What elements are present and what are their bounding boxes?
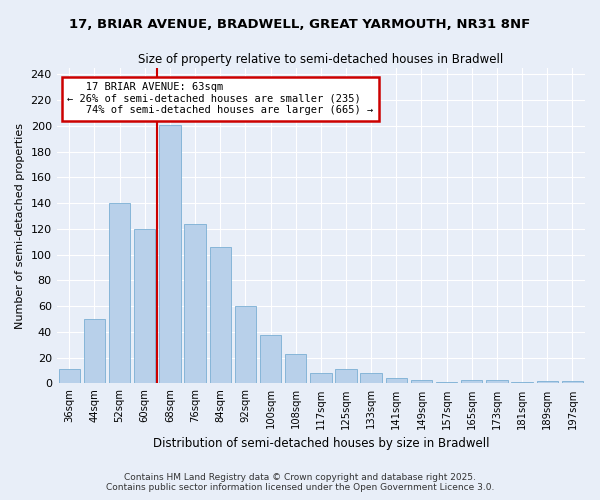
Bar <box>411 380 432 384</box>
Bar <box>209 247 231 384</box>
Bar <box>59 370 80 384</box>
Bar <box>361 373 382 384</box>
Bar <box>260 334 281 384</box>
Bar <box>159 124 181 384</box>
Bar <box>436 382 457 384</box>
Bar <box>109 203 130 384</box>
Bar <box>386 378 407 384</box>
Bar <box>84 319 105 384</box>
Bar <box>562 381 583 384</box>
Title: Size of property relative to semi-detached houses in Bradwell: Size of property relative to semi-detach… <box>138 52 503 66</box>
Bar <box>335 370 356 384</box>
Bar <box>184 224 206 384</box>
Bar <box>235 306 256 384</box>
Bar <box>285 354 307 384</box>
Y-axis label: Number of semi-detached properties: Number of semi-detached properties <box>15 122 25 328</box>
Text: Contains HM Land Registry data © Crown copyright and database right 2025.
Contai: Contains HM Land Registry data © Crown c… <box>106 473 494 492</box>
Text: 17, BRIAR AVENUE, BRADWELL, GREAT YARMOUTH, NR31 8NF: 17, BRIAR AVENUE, BRADWELL, GREAT YARMOU… <box>70 18 530 30</box>
Text: 17 BRIAR AVENUE: 63sqm
← 26% of semi-detached houses are smaller (235)
   74% of: 17 BRIAR AVENUE: 63sqm ← 26% of semi-det… <box>67 82 373 116</box>
Bar <box>486 380 508 384</box>
Bar <box>310 373 332 384</box>
X-axis label: Distribution of semi-detached houses by size in Bradwell: Distribution of semi-detached houses by … <box>152 437 489 450</box>
Bar <box>536 381 558 384</box>
Bar <box>511 382 533 384</box>
Bar <box>461 380 482 384</box>
Bar <box>134 229 155 384</box>
